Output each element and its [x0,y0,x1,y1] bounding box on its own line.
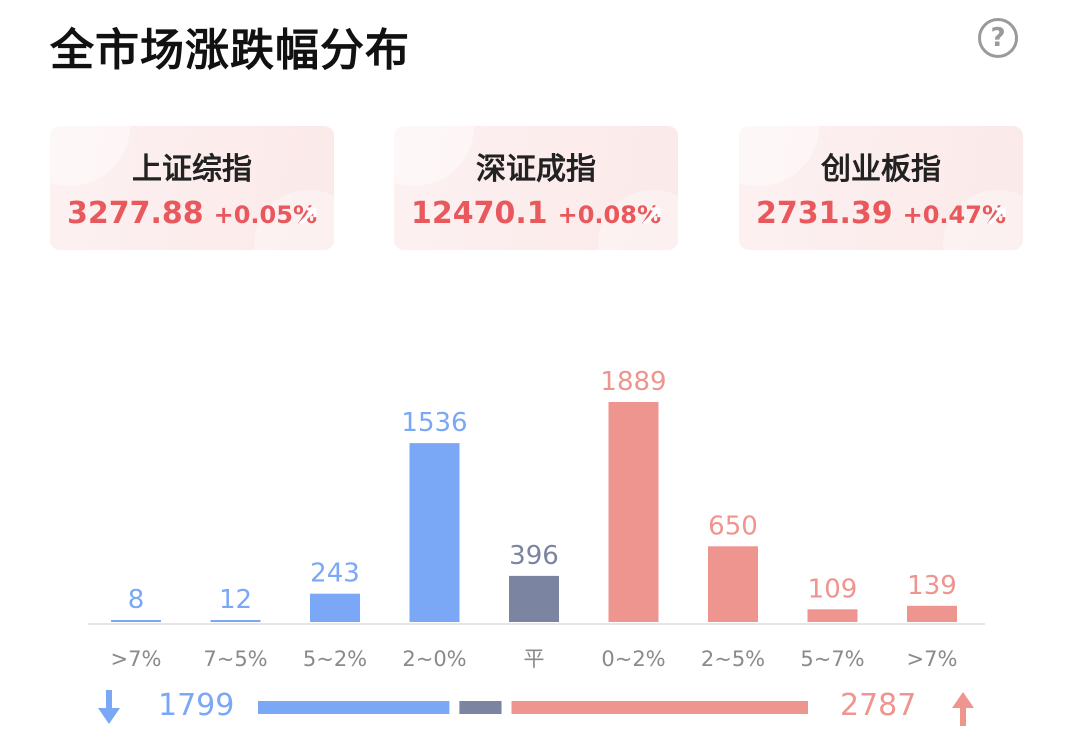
index-change: +0.05% [213,201,317,229]
page-title: 全市场涨跌幅分布 [50,25,410,76]
bar-8[interactable] [907,605,957,622]
bar-value-label: 243 [310,559,360,589]
bar-4[interactable] [509,575,559,622]
index-value: 3277.88 [66,196,204,231]
trend-up-icon: ↗ [294,200,320,235]
bar-value-label: 109 [808,574,858,604]
bar-value-label: 1889 [600,367,666,397]
category-tick-label: >7% [907,647,958,671]
index-value: 2731.39 [755,196,893,231]
index-value: 12470.1 [410,196,548,231]
chart-bars [111,402,957,622]
index-card-chinext[interactable]: 创业板指 2731.39 +0.47% ↗ [739,126,1023,250]
down-count: 1799 [158,688,235,723]
index-card-shanghai[interactable]: 上证综指 3277.88 +0.05% ↗ [50,126,334,250]
category-tick-label: 平 [524,647,545,671]
chart-labels: 8 >7% 12 7~5% 243 5~2% 1536 2~0% 396 平 1889 0~2% 650… [111,367,958,671]
category-tick-label: 2~5% [701,647,765,671]
index-values: 2731.39 +0.47% [739,196,1023,231]
category-tick-label: 5~7% [800,647,864,671]
category-tick-label: 7~5% [203,647,267,671]
index-name: 创业板指 [821,152,941,187]
bar-7[interactable] [807,609,858,622]
bar-2[interactable] [310,593,360,622]
arrow-down-icon [98,690,120,724]
bar-value-label: 12 [219,585,252,615]
index-values: 3277.88 +0.05% [50,196,334,231]
arrow-up-icon [952,692,974,726]
summary-bar-up [511,701,808,714]
bar-value-label: 139 [907,571,957,601]
bar-5[interactable] [608,402,659,622]
index-change: +0.47% [902,201,1006,229]
index-name: 上证综指 [132,152,252,187]
bar-3[interactable] [409,443,460,622]
bar-1[interactable] [210,620,261,622]
category-tick-label: 5~2% [303,647,367,671]
index-change: +0.08% [557,201,661,229]
index-name: 深证成指 [476,152,596,187]
bar-value-label: 650 [708,511,758,541]
bar-value-label: 1536 [401,408,467,438]
trend-up-icon: ↗ [638,200,664,235]
index-card-shenzhen[interactable]: 深证成指 12470.1 +0.08% ↗ [394,126,678,250]
summary-bar-down [258,701,450,714]
bar-value-label: 396 [509,541,559,571]
summary-bar-flat [459,701,502,714]
category-tick-label: >7% [111,647,162,671]
help-icon[interactable]: ? [978,18,1018,58]
bar-6[interactable] [708,546,758,622]
bar-value-label: 8 [128,585,145,615]
up-count: 2787 [840,688,917,723]
category-tick-label: 2~0% [402,647,466,671]
trend-up-icon: ↗ [983,200,1009,235]
index-values: 12470.1 +0.08% [394,196,678,231]
bar-0[interactable] [111,620,161,622]
category-tick-label: 0~2% [601,647,665,671]
